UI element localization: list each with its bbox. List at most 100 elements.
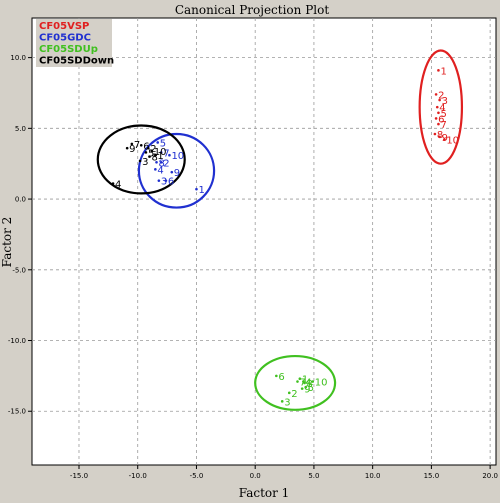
y-tick-label: -15.0 (8, 408, 26, 416)
y-axis-ticks: 10.0 5.0 0.0 -5.0 -10.0 -15.0 (8, 54, 32, 416)
data-point (157, 179, 161, 182)
point-label: 8 (151, 153, 157, 164)
data-point (275, 374, 278, 378)
data-point (287, 391, 291, 395)
y-tick-label: -5.0 (12, 266, 26, 274)
point-label: 5 (308, 383, 314, 394)
point-label: 10 (171, 151, 184, 162)
data-point (311, 380, 315, 383)
point-label: 6 (168, 177, 174, 188)
data-point (304, 385, 308, 389)
point-label: 4 (115, 180, 121, 191)
point-label: 10 (154, 147, 167, 158)
plot-area (31, 17, 497, 466)
point-label: 2 (150, 144, 156, 155)
point-label: 3 (161, 177, 167, 188)
data-point (438, 135, 441, 139)
point-label: 6 (143, 141, 149, 152)
point-label: 10 (315, 378, 328, 389)
data-point (159, 151, 163, 154)
x-tick-label: 0.0 (250, 472, 261, 480)
legend-entry: CF05SDUp (39, 44, 98, 55)
point-label: 9 (129, 144, 135, 155)
y-tick-label: 0.0 (15, 196, 26, 204)
point-label: 5 (148, 148, 154, 159)
point-label: 7 (134, 140, 140, 151)
data-point (280, 400, 284, 403)
data-point (434, 117, 438, 120)
data-point (154, 168, 157, 171)
point-label: 6 (278, 372, 284, 383)
data-point (168, 153, 171, 157)
data-point (437, 69, 440, 72)
point-label: 1 (198, 185, 204, 196)
data-point (146, 146, 150, 150)
data-point (164, 179, 168, 182)
point-label: 4 (305, 378, 311, 389)
point-label: 4 (439, 103, 445, 114)
confidence-ellipses (96, 49, 464, 411)
point-label: 10 (446, 136, 459, 147)
data-point (154, 153, 157, 157)
point-label: 8 (307, 379, 313, 390)
point-label: 8 (437, 130, 443, 141)
data-point (144, 151, 148, 154)
y-tick-label: -10.0 (8, 337, 26, 345)
point-label: 1 (440, 66, 446, 77)
point-label: 5 (440, 109, 446, 120)
point-label: 5 (160, 138, 166, 149)
x-axis-ticks: -15.0 -10.0 -5.0 0.0 5.0 10.0 15.0 20.0 (70, 465, 498, 480)
point-label: 4 (157, 165, 163, 176)
legend-box (36, 19, 112, 67)
x-tick-label: 15.0 (424, 472, 440, 480)
legend-entry: CF05SDDown (39, 56, 114, 67)
point-label: 8 (159, 158, 165, 169)
data-point (437, 122, 440, 126)
x-tick-label: -10.0 (129, 472, 147, 480)
x-tick-label: 20.0 (482, 472, 498, 480)
ellipse-cf05sdup (254, 354, 337, 411)
point-label: 7 (163, 148, 169, 159)
x-tick-label: -15.0 (70, 472, 88, 480)
data-point (300, 387, 304, 390)
point-label: 2 (438, 90, 444, 101)
point-label: 7 (299, 378, 305, 389)
data-point (438, 98, 441, 102)
data-point (195, 187, 198, 191)
ellipse-cf05sddown (96, 124, 186, 195)
data-point (433, 132, 437, 136)
data-point (437, 111, 440, 115)
x-tick-label: 5.0 (308, 472, 319, 480)
data-point (125, 146, 129, 150)
point-label: 3 (142, 157, 148, 168)
legend-entry: CF05GDC (39, 33, 91, 44)
data-point (156, 141, 159, 144)
point-label: 3 (442, 96, 448, 107)
data-point (434, 93, 438, 96)
y-tick-label: 5.0 (15, 125, 26, 133)
x-tick-label: 10.0 (365, 472, 381, 480)
data-point (155, 160, 158, 164)
data-point (159, 160, 163, 164)
x-axis-title: Factor 1 (239, 486, 290, 500)
x-tick-label: -5.0 (190, 472, 204, 480)
point-label: 1 (302, 375, 308, 386)
data-point (138, 159, 142, 163)
point-label: 2 (291, 389, 297, 400)
data-point (130, 142, 134, 146)
data-point (139, 144, 143, 147)
y-axis-title: Factor 2 (0, 217, 14, 268)
data-point (298, 377, 302, 381)
point-label: 9 (442, 133, 448, 144)
data-point (296, 380, 299, 383)
data-point (148, 155, 151, 158)
data-point (435, 105, 439, 109)
point-label: 9 (304, 385, 310, 396)
chart-title: Canonical Projection Plot (175, 3, 330, 17)
point-label: 9 (174, 168, 180, 179)
data-point (170, 170, 174, 174)
